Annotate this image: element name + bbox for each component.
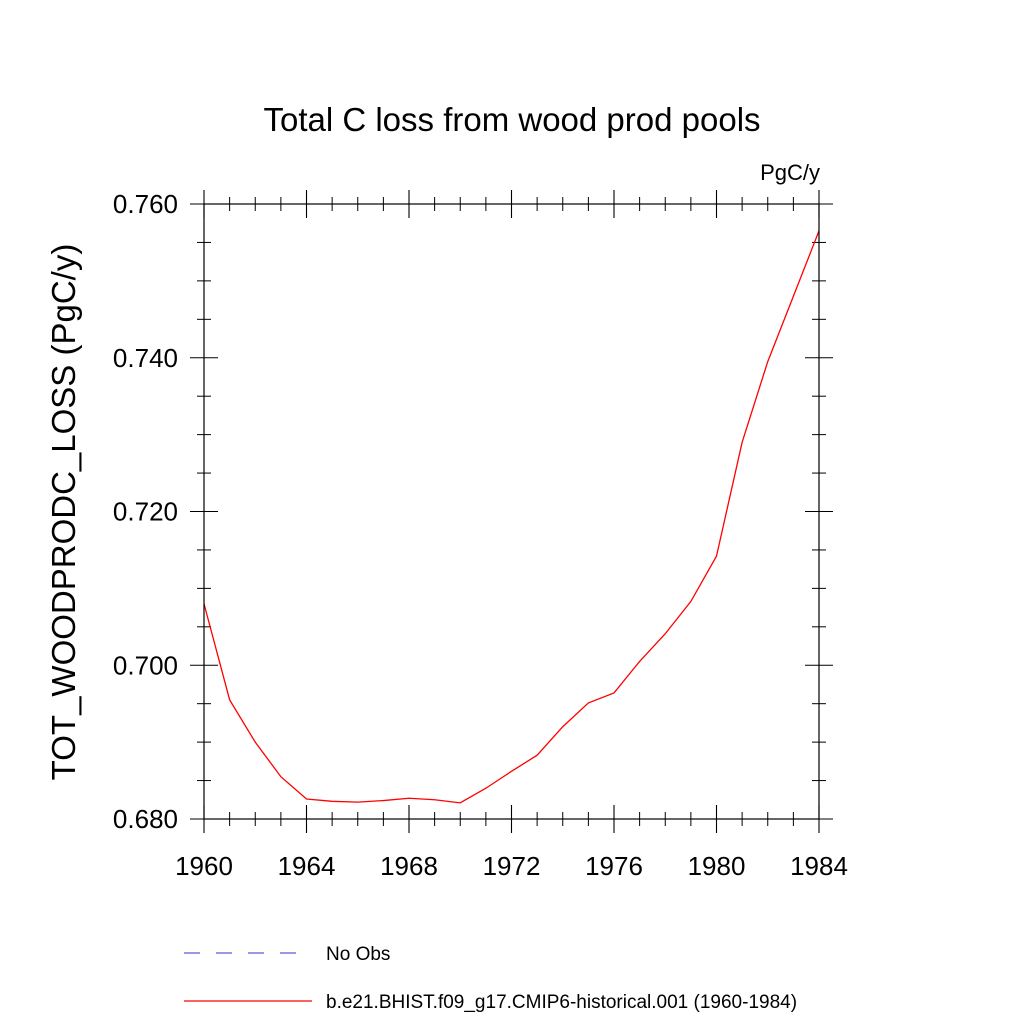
series-layer xyxy=(203,230,820,804)
legend-label-1: b.e21.BHIST.f09_g17.CMIP6-historical.001… xyxy=(326,992,797,1013)
x-tick-label: 1968 xyxy=(380,851,438,881)
units-label: PgC/y xyxy=(760,160,820,185)
x-tick-labels: 1960 1964 1968 1972 1976 1980 1984 xyxy=(175,851,848,881)
y-tick-label: 0.720 xyxy=(113,497,178,527)
y-tick-label: 0.680 xyxy=(113,804,178,834)
y-tick-labels: 0.680 0.700 0.720 0.740 0.760 xyxy=(113,189,178,834)
x-tick-label: 1976 xyxy=(585,851,643,881)
legend-label-0: No Obs xyxy=(326,944,390,965)
y-tick-label: 0.700 xyxy=(113,650,178,680)
plot-frame xyxy=(203,203,820,820)
major-ticks xyxy=(190,190,833,833)
series-line-1 xyxy=(203,230,820,804)
minor-ticks xyxy=(197,197,826,826)
y-axis-label: TOT_WOODPRODC_LOSS (PgC/y) xyxy=(45,244,82,781)
x-tick-label: 1972 xyxy=(483,851,541,881)
x-tick-label: 1964 xyxy=(278,851,336,881)
y-tick-label: 0.760 xyxy=(113,189,178,219)
x-tick-label: 1960 xyxy=(175,851,233,881)
x-tick-label: 1980 xyxy=(688,851,746,881)
legend: No Obs b.e21.BHIST.f09_g17.CMIP6-historic… xyxy=(184,944,797,1013)
y-tick-label: 0.740 xyxy=(113,343,178,373)
x-tick-label: 1984 xyxy=(790,851,848,881)
chart-title: Total C loss from wood prod pools xyxy=(263,101,760,138)
